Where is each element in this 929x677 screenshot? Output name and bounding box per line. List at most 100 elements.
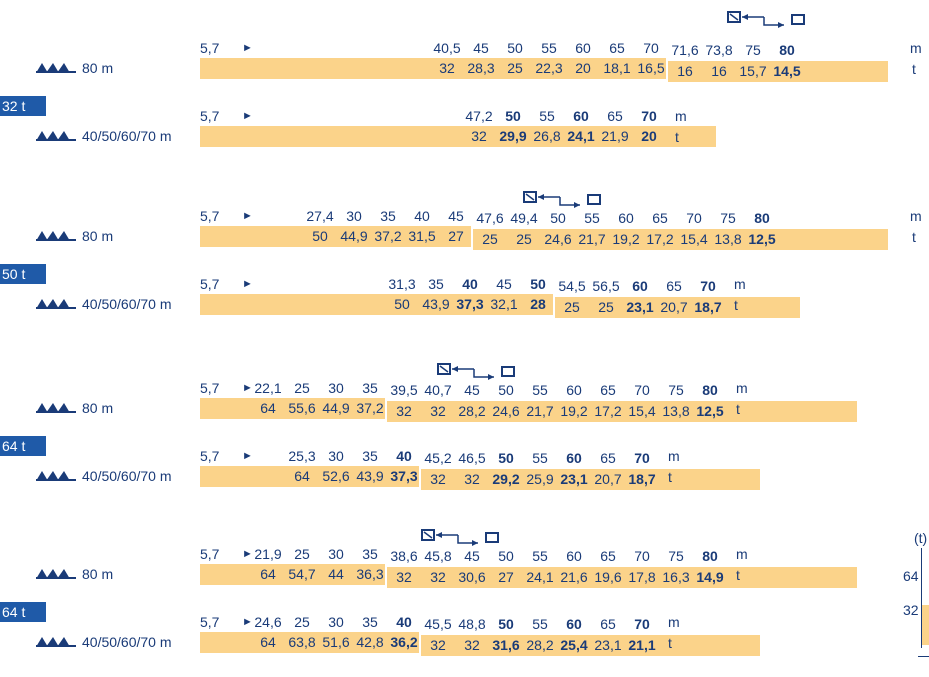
unit-t: t: [675, 129, 679, 145]
radius-header: 75: [720, 210, 736, 226]
unit-m: m: [734, 276, 746, 292]
capacity-value: 12,5: [696, 403, 724, 419]
radius-header: 35: [362, 448, 378, 464]
capacity-value: 21,9: [601, 128, 629, 144]
unit-m: m: [668, 614, 680, 630]
capacity-value: 21,7: [526, 403, 554, 419]
radius-header: 60: [573, 108, 589, 124]
radius-header: 73,8: [705, 42, 733, 58]
capacity-value: 52,6: [322, 468, 350, 484]
boom-length-label: 40/50/60/70 m: [82, 296, 172, 312]
radius-header: 80: [702, 548, 718, 564]
capacity-value: 24,1: [567, 128, 595, 144]
radius-header: 75: [668, 382, 684, 398]
side-axis-unit: (t): [914, 530, 928, 546]
unit-t: t: [912, 61, 916, 77]
unit-m: m: [910, 40, 922, 56]
boom-length-label: 80 m: [82, 566, 114, 582]
radius-header: 60: [566, 382, 582, 398]
capacity-bar-extension: [668, 61, 888, 82]
radius-header: 60: [566, 450, 582, 466]
radius-header: 24,6: [254, 614, 282, 630]
radius-header: 35: [380, 208, 396, 224]
boom-config-icon: [36, 637, 76, 647]
boom-length-label: 40/50/60/70 m: [82, 468, 172, 484]
boom-length-label: 80 m: [82, 228, 114, 244]
radius-header: 55: [539, 108, 555, 124]
radius-header: 80: [779, 42, 795, 58]
boom-config-icon: [36, 131, 76, 141]
radius-header: 70: [634, 616, 650, 632]
boom-length-label: 80 m: [82, 400, 114, 416]
capacity-bar: [200, 632, 419, 653]
capacity-value: 20: [575, 60, 591, 76]
capacity-value: 19,6: [594, 569, 622, 585]
start-radius-label: 5,7: [200, 380, 220, 396]
start-marker: ►: [242, 382, 253, 394]
capacity-value: 17,2: [594, 403, 622, 419]
start-radius-label: 5,7: [200, 40, 220, 56]
radius-header: 55: [532, 450, 548, 466]
hook-transition-icon: [727, 11, 805, 28]
capacity-value: 27: [448, 228, 464, 244]
capacity-badge: 64 t: [0, 436, 46, 456]
start-radius-label: 5,7: [200, 108, 220, 124]
capacity-bar: [200, 58, 666, 79]
start-radius-label: 5,7: [200, 614, 220, 630]
radius-header: 60: [632, 278, 648, 294]
radius-header: 47,2: [465, 108, 493, 124]
radius-header: 40,7: [424, 382, 452, 398]
radius-header: 60: [618, 210, 634, 226]
capacity-value: 32: [430, 569, 446, 585]
radius-header: 56,5: [592, 278, 620, 294]
capacity-value: 25: [516, 231, 532, 247]
capacity-value: 20,7: [660, 299, 688, 315]
radius-header: 55: [532, 616, 548, 632]
capacity-badge: 32 t: [0, 96, 46, 116]
capacity-value: 23,1: [594, 637, 622, 653]
capacity-value: 36,2: [390, 634, 418, 650]
start-radius-label: 5,7: [200, 448, 220, 464]
radius-header: 45: [464, 548, 480, 564]
capacity-value: 43,9: [356, 468, 384, 484]
radius-header: 50: [505, 108, 521, 124]
capacity-value: 51,6: [322, 634, 350, 650]
capacity-bar: [200, 126, 716, 147]
radius-header: 21,9: [254, 546, 282, 562]
side-axis-tick-64: 64: [903, 568, 919, 584]
capacity-bar: [200, 226, 471, 247]
capacity-value: 16: [711, 63, 727, 79]
capacity-value: 43,9: [422, 296, 450, 312]
capacity-bar-extension: [473, 229, 888, 250]
radius-header: 80: [754, 210, 770, 226]
capacity-value: 14,9: [696, 569, 724, 585]
start-radius-label: 5,7: [200, 208, 220, 224]
capacity-value: 32: [430, 637, 446, 653]
start-marker: ►: [242, 210, 253, 222]
radius-header: 47,6: [476, 210, 504, 226]
start-marker: ►: [242, 278, 253, 290]
capacity-value: 50: [394, 296, 410, 312]
radius-header: 40: [396, 448, 412, 464]
capacity-value: 19,2: [560, 403, 588, 419]
radius-header: 60: [575, 40, 591, 56]
radius-header: 65: [652, 210, 668, 226]
start-marker: ►: [242, 110, 253, 122]
radius-header: 45,8: [424, 548, 452, 564]
radius-header: 65: [600, 548, 616, 564]
unit-m: m: [668, 448, 680, 464]
radius-header: 50: [507, 40, 523, 56]
capacity-value: 20: [641, 128, 657, 144]
capacity-value: 13,8: [714, 231, 742, 247]
capacity-value: 13,8: [662, 403, 690, 419]
radius-header: 45: [448, 208, 464, 224]
radius-header: 45: [473, 40, 489, 56]
capacity-value: 12,5: [748, 231, 776, 247]
capacity-value: 25,9: [526, 471, 554, 487]
radius-header: 35: [428, 276, 444, 292]
start-marker: ►: [242, 42, 253, 54]
capacity-value: 44,9: [340, 228, 368, 244]
capacity-badge: 50 t: [0, 264, 46, 284]
unit-m: m: [910, 208, 922, 224]
boom-length-label: 40/50/60/70 m: [82, 634, 172, 650]
